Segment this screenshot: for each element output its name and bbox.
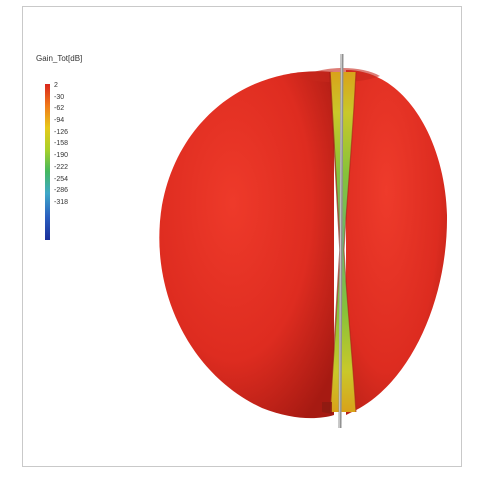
legend-title: Gain_Tot[dB] [36, 54, 83, 63]
legend-tick-labels: 2 -30 -62 -94 -126 -158 -190 -222 -254 -… [54, 80, 68, 209]
legend-tick: -126 [54, 128, 69, 136]
legend-tick: -318 [54, 198, 69, 206]
antenna-axis-highlight [339, 53, 342, 429]
legend-tick: -62 [54, 105, 65, 113]
legend-tick: 2 [54, 82, 58, 89]
bottom-notch [322, 402, 332, 414]
legend-tick: -286 [54, 187, 69, 195]
legend-tick: -254 [54, 175, 69, 183]
left-lobe [159, 71, 334, 419]
legend-tick: -222 [54, 163, 69, 171]
legend-tick: -94 [54, 117, 65, 125]
legend-tick: -30 [54, 93, 65, 101]
right-lobe [346, 70, 448, 415]
null-edge-right [343, 71, 357, 413]
legend: Gain_Tot[dB] 2 -30 -62 -94 -126 -158 -19… [30, 54, 120, 252]
legend-tick: -158 [54, 140, 69, 148]
legend-color-bar [45, 84, 50, 240]
legend-tick: -190 [54, 152, 69, 160]
